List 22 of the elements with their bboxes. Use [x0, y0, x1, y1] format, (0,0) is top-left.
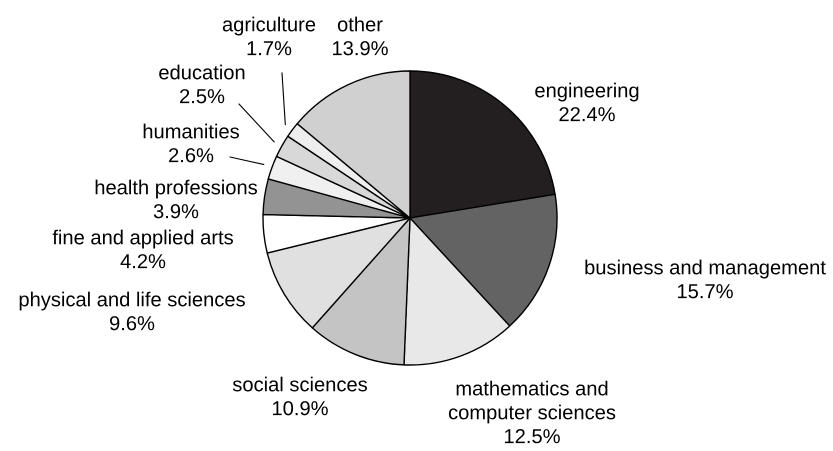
- data-label: 22.4%: [559, 107, 615, 122]
- slice-label: fine and applied arts: [52, 230, 233, 248]
- slice-label: mathematics and computer sciences: [448, 380, 616, 424]
- slice-label: agriculture: [222, 16, 316, 36]
- slice-label: health professions: [96, 180, 258, 198]
- data-label: 4.2%: [120, 254, 166, 268]
- slice-label: other: [338, 16, 383, 32]
- slice-label: physical and life sciences: [20, 292, 245, 310]
- data-label: 13.9%: [332, 41, 388, 56]
- slice-label: social sciences: [232, 376, 367, 392]
- slice-label: humanities: [144, 124, 239, 138]
- data-label: 2.5%: [180, 89, 224, 104]
- slice-label: business and management: [585, 260, 826, 278]
- slice-label: engineering: [535, 82, 638, 102]
- data-label: 3.9%: [154, 204, 198, 218]
- data-label: 2.6%: [169, 148, 214, 162]
- data-label: 1.7%: [248, 41, 292, 56]
- data-label: 9.6%: [110, 316, 154, 330]
- data-label: 15.7%: [678, 284, 733, 298]
- slice-label: education: [159, 64, 244, 80]
- data-label: 12.5%: [504, 429, 560, 444]
- data-label: 10.9%: [272, 401, 328, 416]
